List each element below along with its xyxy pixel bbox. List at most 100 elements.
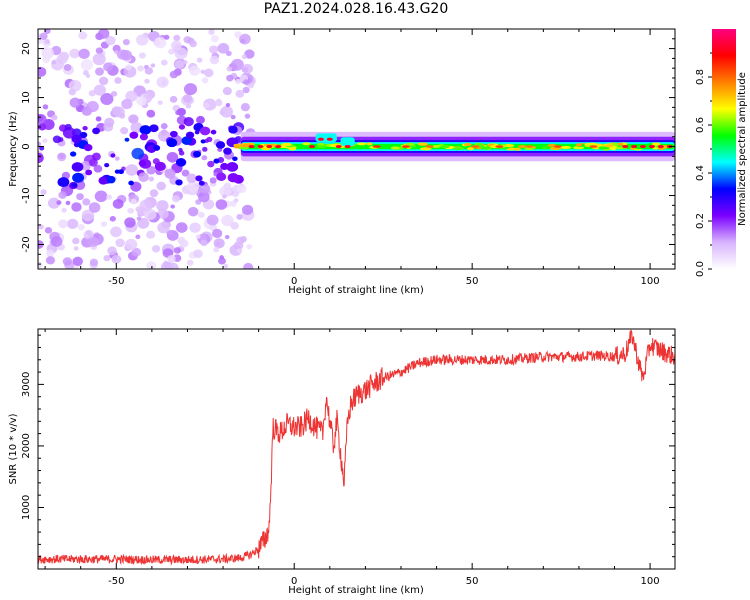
heatmap-noise-blob [224, 235, 230, 240]
heatmap-noise-blob [228, 125, 238, 134]
heatmap-noise-blob [42, 104, 49, 110]
heatmap-noise-blob [164, 168, 176, 179]
heatmap-noise-blob [223, 263, 229, 269]
heatmap-signal-core [302, 142, 311, 146]
heatmap-noise-blob [186, 259, 194, 266]
heatmap-noise-blob [240, 38, 246, 44]
heatmap-noise-blob [100, 92, 114, 105]
heatmap-noise-blob [129, 131, 139, 139]
heatmap-noise-blob [220, 105, 234, 118]
heatmap-noise-blob [42, 119, 55, 130]
heatmap-noise-blob [194, 130, 200, 135]
colorbar-tick-label: 0.0 [695, 261, 706, 277]
heatmap-noise-blob [38, 66, 47, 77]
heatmap-noise-blob [104, 163, 110, 168]
heatmap-noise-blob [40, 189, 47, 196]
heatmap-noise-blob [109, 215, 116, 222]
heatmap-noise-blob [226, 162, 239, 172]
heatmap-noise-blob [74, 180, 86, 191]
heatmap-noise-blob [207, 160, 215, 168]
heatmap-noise-blob [202, 146, 208, 152]
heatmap-noise-blob [51, 114, 58, 121]
heatmap-noise-blob [72, 172, 85, 183]
heatmap-peak [589, 145, 598, 148]
heatmap-noise-blob [114, 156, 120, 161]
snr-xtick-label: -50 [108, 576, 124, 587]
heatmap-peak [335, 144, 342, 149]
heatmap-noise-blob [178, 150, 185, 156]
heatmap-noise-blob [91, 152, 101, 161]
heatmap-noise-blob [242, 63, 253, 74]
heatmap-noise-blob [193, 150, 202, 158]
heatmap-noise-blob [71, 202, 82, 212]
heatmap-xtick-label: 0 [291, 276, 297, 287]
heatmap-noise-blob [195, 234, 201, 239]
heatmap-noise-blob [171, 40, 182, 51]
heatmap-noise-blob [72, 237, 80, 245]
heatmap-noise-blob [110, 226, 122, 238]
heatmap-noise-blob [78, 48, 90, 59]
heatmap-signal-core [405, 142, 416, 146]
heatmap-noise-blob [116, 49, 129, 60]
heatmap-noise-blob [88, 158, 98, 167]
figure-title: PAZ1.2024.028.16.43.G20 [263, 1, 449, 17]
heatmap-noise-blob [157, 100, 163, 106]
heatmap-noise-blob [106, 194, 113, 200]
heatmap-noise-blob [246, 243, 253, 250]
heatmap-noise-blob [208, 29, 215, 35]
heatmap-noise-blob [220, 162, 229, 171]
snr-ylabel: SNR (10 * v/v) [8, 413, 19, 484]
heatmap-signal-core [239, 144, 251, 148]
heatmap-xtick-label: -50 [108, 276, 124, 287]
heatmap-noise-blob [58, 137, 64, 142]
heatmap-peak [372, 145, 381, 148]
heatmap-signal-core [431, 144, 441, 148]
heatmap-signal-core [463, 143, 472, 147]
heatmap-noise-blob [70, 151, 77, 157]
heatmap-marks [38, 29, 675, 269]
heatmap-noise-blob [195, 175, 203, 182]
snr-xtick-label: 0 [291, 576, 297, 587]
heatmap-noise-blob [239, 34, 251, 45]
heatmap-signal-core [651, 142, 660, 146]
heatmap-noise-blob [166, 262, 179, 269]
heatmap-noise-blob [130, 122, 143, 134]
heatmap-noise-blob [46, 249, 55, 257]
heatmap-noise-blob [227, 173, 239, 183]
heatmap-noise-blob [82, 125, 88, 131]
heatmap-noise-blob [68, 88, 76, 96]
heatmap-noise-blob [206, 136, 213, 143]
heatmap-noise-blob [193, 249, 203, 259]
heatmap-noise-blob [210, 35, 219, 43]
heatmap-frame [37, 28, 676, 270]
heatmap-noise-blob [62, 127, 76, 139]
heatmap-noise-blob [183, 83, 198, 96]
heatmap-noise-blob [137, 217, 150, 229]
heatmap-noise-blob [198, 211, 205, 218]
heatmap-noise-blob [144, 208, 157, 221]
heatmap-noise-blob [58, 219, 68, 229]
heatmap-noise-blob [213, 158, 220, 164]
heatmap-noise-blob [156, 181, 166, 191]
heatmap-noise-blob [149, 189, 159, 198]
heatmap-noise-blob [181, 169, 190, 177]
heatmap-noise-blob [67, 218, 79, 229]
heatmap-noise-blob [173, 34, 181, 42]
heatmap-ytick-label: 10 [21, 91, 32, 104]
heatmap-noise-blob [209, 55, 220, 65]
heatmap-noise-blob [105, 35, 116, 46]
heatmap-noise-blob [153, 145, 161, 151]
snr-axes: -50 0 50 100 1000 2000 3000 [21, 329, 675, 587]
heatmap-noise-blob [157, 208, 169, 220]
heatmap-noise-blob [124, 137, 130, 142]
heatmap-noise-blob [128, 180, 134, 186]
heatmap-noise-blob [206, 214, 219, 226]
heatmap-noise-blob [95, 116, 102, 122]
heatmap-xtick-label: 50 [466, 276, 479, 287]
heatmap-noise-blob [199, 183, 211, 194]
heatmap-noise-blob [79, 131, 88, 139]
heatmap-peak [326, 137, 333, 141]
heatmap-peak [639, 144, 646, 149]
heatmap-noise-blob [100, 221, 108, 228]
heatmap-noise-blob [217, 42, 230, 54]
